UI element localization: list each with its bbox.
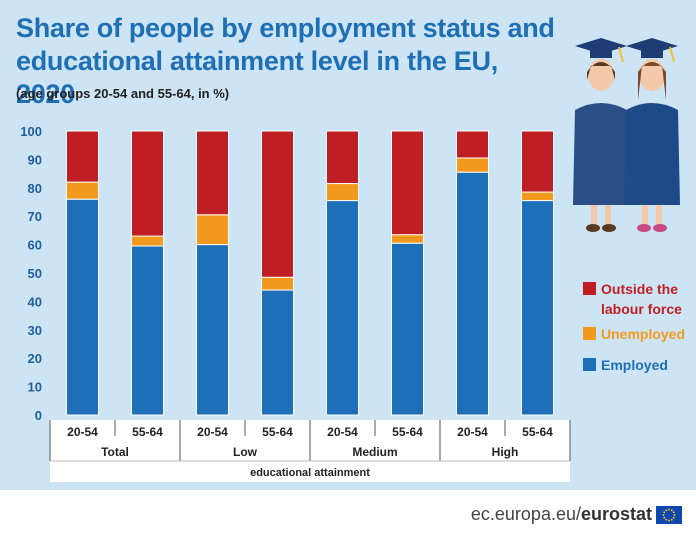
chart-subtitle: (age groups 20-54 and 55-64, in %): [16, 86, 230, 101]
eu-star: [670, 518, 673, 521]
y-tick-label: 90: [28, 152, 42, 167]
bar-unemployed: [131, 235, 164, 247]
graduate-right-cap: [626, 38, 678, 54]
x-group-label: High: [492, 445, 519, 459]
eu-star: [665, 509, 668, 512]
graduate-left-cap-band: [590, 48, 612, 58]
x-tick-label: 55-64: [522, 425, 553, 439]
legend-label: Outside the: [601, 281, 678, 297]
y-tick-label: 40: [28, 294, 42, 309]
bar-unemployed: [66, 181, 99, 200]
graduate-right-shoe: [637, 224, 651, 232]
bar-outside-the-labour-force: [456, 130, 489, 159]
x-tick-label: 20-54: [197, 425, 228, 439]
eu-star: [670, 509, 673, 512]
legend-label: labour force: [601, 301, 682, 317]
x-group-label: Medium: [352, 445, 397, 459]
legend-label: Unemployed: [601, 326, 685, 342]
eu-flag-stars: [662, 508, 676, 522]
eu-star: [662, 514, 665, 516]
bar-outside-the-labour-force: [391, 130, 424, 236]
graduate-right-cap-band: [641, 48, 663, 58]
eu-star: [668, 519, 670, 522]
x-tick-label: 20-54: [67, 425, 98, 439]
x-axis-label: educational attainment: [250, 467, 370, 479]
graduate-left-cap: [575, 38, 627, 54]
y-tick-label: 80: [28, 181, 42, 196]
bar-outside-the-labour-force: [131, 130, 164, 237]
bar-employed: [326, 200, 359, 416]
bar-unemployed: [261, 276, 294, 291]
y-tick-label: 70: [28, 209, 42, 224]
eu-star: [663, 516, 666, 519]
y-tick-label: 60: [28, 238, 42, 253]
y-tick-label: 20: [28, 351, 42, 366]
bar-employed: [131, 245, 164, 416]
graduate-right-gown: [624, 103, 680, 205]
eu-star: [672, 511, 675, 514]
graduate-left-gown: [573, 103, 629, 205]
bar-outside-the-labour-force: [196, 130, 229, 216]
footer-site: ec.europa.eu/: [470, 504, 581, 524]
legend-swatch: [583, 282, 596, 295]
bar-outside-the-labour-force: [326, 130, 359, 185]
bar-employed: [261, 289, 294, 416]
graduate-right-leg: [642, 205, 648, 225]
bar-employed: [521, 200, 554, 416]
bar-employed: [196, 244, 229, 416]
legend-label: Employed: [601, 357, 668, 373]
legend-swatch: [583, 327, 596, 340]
y-tick-label: 50: [28, 266, 42, 281]
legend-swatch: [583, 358, 596, 371]
graduate-left-shoe: [586, 224, 600, 232]
eu-star: [663, 511, 666, 514]
eu-star: [672, 516, 675, 519]
y-tick-label: 0: [35, 408, 42, 423]
bar-outside-the-labour-force: [261, 130, 294, 278]
graduate-right-leg: [656, 205, 662, 225]
eu-flag-icon: [656, 506, 682, 524]
bar-employed: [456, 171, 489, 416]
x-group-label: Total: [101, 445, 129, 459]
bar-employed: [66, 198, 99, 416]
bar-unemployed: [326, 183, 359, 202]
x-tick-label: 20-54: [457, 425, 488, 439]
eu-star: [665, 518, 668, 521]
y-tick-label: 100: [20, 124, 42, 139]
graduate-left-shoe: [602, 224, 616, 232]
footer-brand: eurostat: [580, 504, 652, 524]
eu-star: [673, 514, 676, 516]
bar-unemployed: [391, 234, 424, 244]
x-tick-label: 55-64: [262, 425, 293, 439]
graduate-left-tassel: [618, 46, 624, 63]
bar-unemployed: [456, 157, 489, 173]
chart-title: Share of people by employment status and…: [16, 13, 555, 109]
bar-outside-the-labour-force: [521, 130, 554, 193]
y-tick-label: 30: [28, 323, 42, 338]
source-footer[interactable]: ec.europa.eu/eurostat: [471, 504, 652, 525]
graduate-right-tassel: [669, 46, 675, 63]
x-tick-label: 20-54: [327, 425, 358, 439]
x-tick-label: 55-64: [132, 425, 163, 439]
graduate-right-shoe: [653, 224, 667, 232]
graduate-left-hair: [587, 62, 615, 80]
x-group-label: Low: [233, 445, 258, 459]
graduate-left-face: [588, 59, 614, 91]
x-tick-label: 55-64: [392, 425, 423, 439]
bar-unemployed: [196, 214, 229, 246]
y-tick-label: 10: [28, 380, 42, 395]
stacked-bar-chart: 0 10 20 30 40 50 60 70 80 90 100 20-54 55-64 20-54 55-…: [20, 38, 685, 482]
graduate-right-face: [639, 59, 665, 91]
bar-employed: [391, 242, 424, 416]
eu-star: [668, 508, 670, 511]
bar-unemployed: [521, 191, 554, 202]
graduate-left-leg: [605, 205, 611, 225]
graduate-left-leg: [591, 205, 597, 225]
bar-outside-the-labour-force: [66, 130, 99, 183]
